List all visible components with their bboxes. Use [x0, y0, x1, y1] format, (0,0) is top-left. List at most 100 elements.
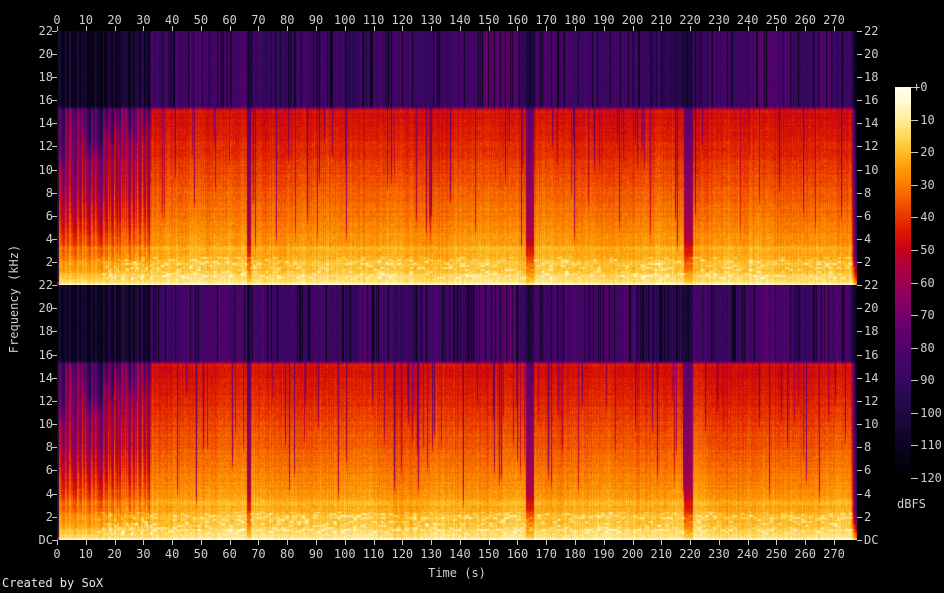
spectrogram-channel-right: [57, 285, 857, 540]
x-axis-tick-label-top: 160: [506, 13, 529, 27]
y-axis-tick-label-left: 22: [38, 24, 53, 38]
y-axis-tick-right: [857, 54, 862, 55]
x-axis-tick-label-bottom: 40: [164, 547, 180, 561]
y-axis-tick-left: [52, 447, 57, 448]
y-axis-tick-right: [857, 216, 862, 217]
x-axis-tick-top: [143, 26, 144, 31]
y-axis-tick-left: [52, 239, 57, 240]
y-axis-tick-label-right: 20: [864, 301, 879, 316]
x-axis-tick-bottom: [402, 540, 403, 545]
y-axis-tick-right: [857, 31, 862, 32]
x-axis-tick-bottom: [345, 540, 346, 545]
y-axis-tick-left: [52, 308, 57, 309]
x-axis-tick-top: [517, 26, 518, 31]
colorbar-tick-label: -100: [913, 405, 942, 420]
y-axis-tick-label-right: 20: [864, 47, 879, 62]
x-axis-tick-bottom: [86, 540, 87, 545]
y-axis-tick-label-right: 10: [864, 162, 879, 177]
x-axis-tick-top: [115, 26, 116, 31]
x-axis-tick-top: [258, 26, 259, 31]
y-axis-tick-left: [52, 517, 57, 518]
x-axis-tick-top: [57, 26, 58, 31]
colorbar-tick-label: -110: [913, 438, 942, 453]
x-axis-tick-label-top: 60: [222, 13, 237, 27]
x-axis-tick-label-top: 0: [53, 13, 61, 27]
y-axis-tick-label-left: 2: [45, 509, 53, 524]
colorbar-tick: [911, 380, 916, 381]
y-axis-tick-label-right: 16: [864, 347, 879, 362]
x-axis-tick-label-bottom: 130: [420, 547, 442, 561]
y-axis-tick-label-right: 6: [864, 208, 872, 223]
x-axis-tick-label-top: 270: [823, 13, 845, 27]
y-axis-tick-right: [857, 100, 862, 101]
x-axis-tick-label-bottom: 250: [765, 547, 788, 561]
colorbar-tick: [911, 120, 916, 121]
x-axis-tick-top: [287, 26, 288, 31]
colorbar-tick-label: -70: [913, 308, 935, 323]
y-axis-dc-label-left: DC: [38, 533, 53, 547]
x-axis-tick-top: [805, 26, 806, 31]
y-axis-tick-label-right: 4: [864, 231, 872, 246]
x-axis-tick-top: [546, 26, 547, 31]
y-axis-title: Frequency (kHz): [7, 244, 21, 354]
y-axis-tick-label-right: 8: [864, 440, 872, 455]
colorbar-tick-label: -60: [913, 275, 935, 290]
y-axis-tick-right: [857, 146, 862, 147]
y-axis-tick-right: [857, 378, 862, 379]
x-axis-tick-bottom: [143, 540, 144, 545]
x-axis-tick-top: [633, 26, 634, 31]
x-axis-tick-bottom: [172, 540, 173, 545]
y-axis-tick-label-left: 2: [45, 254, 53, 269]
colorbar-title: dBFS: [897, 497, 926, 511]
y-axis-tick-right: [857, 517, 862, 518]
y-axis-tick-right: [857, 401, 862, 402]
y-axis-tick-label-left: 4: [45, 231, 53, 246]
x-axis-tick-bottom: [316, 540, 317, 545]
x-axis-tick-bottom: [258, 540, 259, 545]
y-axis-tick-label-left: 4: [45, 486, 53, 501]
x-axis-tick-label-top: 180: [564, 13, 586, 27]
colorbar-tick: [911, 445, 916, 446]
x-axis-tick-label-top: 120: [391, 13, 414, 27]
colorbar-gradient: [895, 87, 911, 478]
y-axis-tick-right: [857, 447, 862, 448]
x-axis-tick-label-top: 260: [794, 13, 817, 27]
x-axis-tick-label-top: 210: [650, 13, 673, 27]
y-axis-tick-right: [857, 540, 862, 541]
x-axis-tick-label-top: 100: [333, 13, 356, 27]
x-axis-tick-top: [201, 26, 202, 31]
x-axis-tick-label-bottom: 150: [477, 547, 500, 561]
x-axis-tick-label-top: 50: [193, 13, 209, 27]
y-axis-tick-label-right: 12: [864, 139, 879, 154]
y-axis-tick-left: [52, 285, 57, 286]
colorbar-tick-label: -20: [913, 145, 935, 160]
x-axis-tick-label-top: 240: [736, 13, 759, 27]
x-axis-tick-label-bottom: 60: [222, 547, 237, 561]
x-axis-tick-label-bottom: 140: [449, 547, 471, 561]
x-axis-tick-label-top: 150: [477, 13, 500, 27]
y-axis-tick-label-left: 10: [38, 417, 53, 432]
y-axis-tick-label-right: 18: [864, 324, 879, 339]
y-axis-tick-left: [52, 540, 57, 541]
x-axis-tick-label-bottom: 50: [193, 547, 209, 561]
colorbar-tick-label: -50: [913, 242, 935, 257]
colorbar-tick: [911, 478, 916, 479]
x-axis-tick-label-bottom: 120: [391, 547, 414, 561]
colorbar-tick: [911, 185, 916, 186]
x-axis-tick-top: [661, 26, 662, 31]
x-axis-tick-bottom: [661, 540, 662, 545]
colorbar-tick-label: -30: [913, 177, 935, 192]
y-axis-tick-left: [52, 331, 57, 332]
x-axis-tick-bottom: [517, 540, 518, 545]
x-axis-tick-label-top: 140: [449, 13, 471, 27]
y-axis-tick-label-left: 8: [45, 185, 53, 200]
x-axis-tick-label-bottom: 230: [708, 547, 730, 561]
spectrogram-channel-left: [57, 31, 857, 285]
y-axis-tick-label-left: 6: [45, 208, 53, 223]
x-axis-tick-bottom: [546, 540, 547, 545]
x-axis-tick-label-top: 220: [679, 13, 701, 27]
x-axis-tick-bottom: [287, 540, 288, 545]
y-axis-tick-label-left: 18: [38, 70, 53, 85]
y-axis-tick-label-left: 12: [38, 139, 53, 154]
